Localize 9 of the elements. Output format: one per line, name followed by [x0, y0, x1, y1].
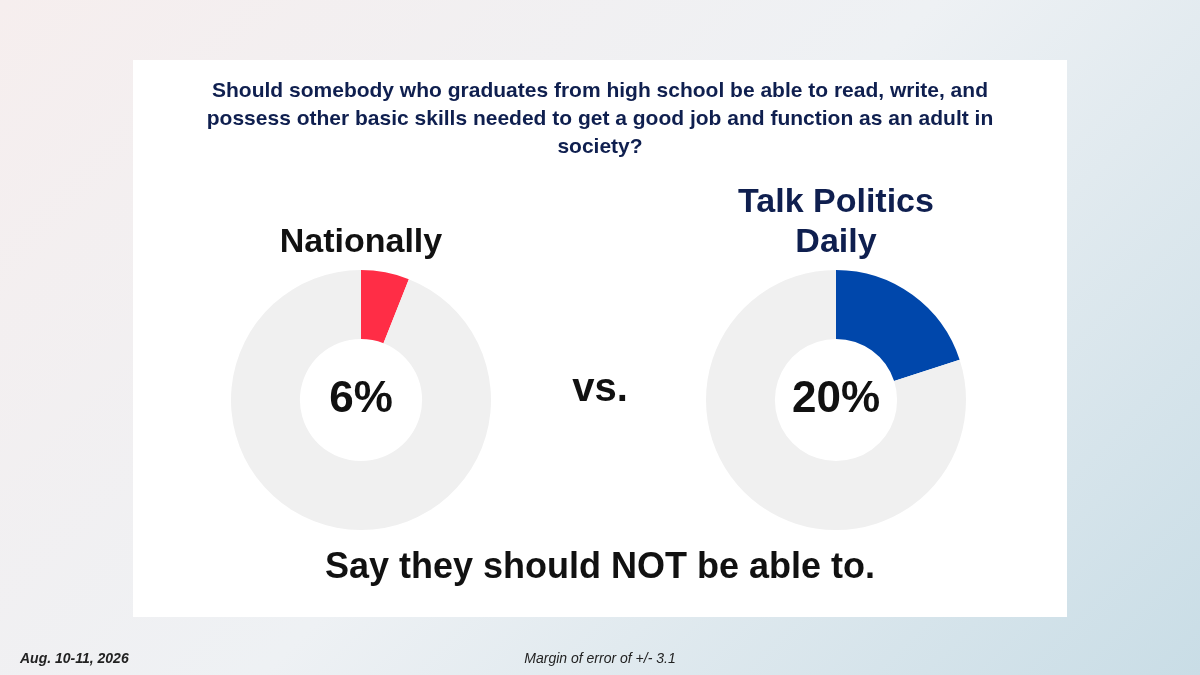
text: vs.	[571, 365, 629, 410]
text: Margin of error of +/- 3.1	[524, 650, 676, 666]
chart-title: Nationally	[278, 220, 444, 260]
text: Should somebody who graduates from high school be able to read, write, and possess other basic skills needed to get a good job and function as an adult in society?	[205, 77, 995, 159]
text: Aug. 10-11, 2026	[20, 650, 129, 666]
chart-title: Talk Politics Daily	[737, 180, 935, 260]
data-label: 6%	[329, 372, 393, 422]
text: Say they should NOT be able to.	[323, 545, 877, 587]
data-label: 20%	[791, 372, 881, 422]
